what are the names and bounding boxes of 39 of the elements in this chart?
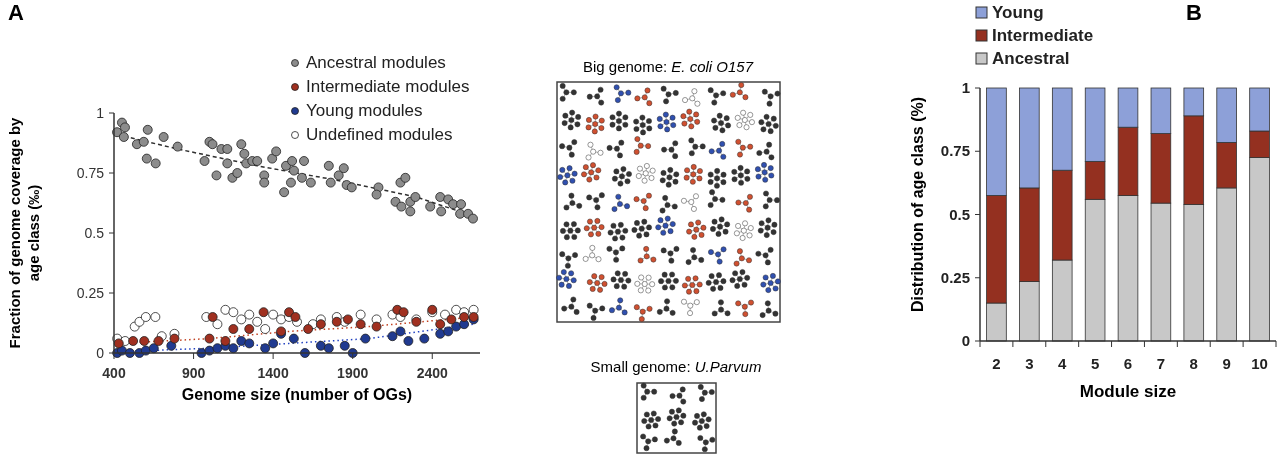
x-tick-label: 5 bbox=[1090, 355, 1100, 372]
y-axis-title: Fraction of genome coverage by age class (‰) bbox=[6, 116, 42, 349]
text: Small genome: U.Parvum bbox=[590, 358, 762, 375]
y-tick-label: 0.75 bbox=[76, 165, 105, 181]
y-tick-label: 0.75 bbox=[940, 142, 970, 160]
text: A bbox=[8, 0, 24, 25]
y-tick-label: 0.5 bbox=[949, 205, 970, 223]
x-tick-label: 1400 bbox=[257, 365, 289, 381]
y-tick-label: 0 bbox=[96, 345, 105, 361]
legend-label: Intermediate bbox=[992, 26, 1094, 45]
x-tick-label: 9 bbox=[1222, 355, 1231, 372]
legend-label: Intermediate modules bbox=[306, 77, 470, 96]
legend-label: Ancestral modules bbox=[306, 53, 446, 72]
x-tick-label: 2 bbox=[992, 355, 1001, 372]
legend-label: Young bbox=[992, 3, 1044, 22]
x-tick-label: 10 bbox=[1251, 355, 1268, 372]
x-tick-label: 2400 bbox=[416, 365, 449, 381]
x-tick-label: 6 bbox=[1123, 355, 1133, 372]
y-tick-label: 0.25 bbox=[940, 268, 970, 286]
y-tick-label: 1 bbox=[961, 79, 970, 96]
x-tick-label: 4 bbox=[1058, 355, 1068, 372]
y-axis-title: Distribution of age class (%) bbox=[909, 96, 926, 313]
y-tick-label: 0.5 bbox=[84, 225, 105, 241]
x-tick-label: 8 bbox=[1189, 355, 1198, 372]
x-axis-title: Module size bbox=[1079, 382, 1177, 401]
y-tick-label: 0.25 bbox=[76, 285, 105, 301]
text: Big genome: E. coli O157 bbox=[582, 58, 754, 75]
x-axis-title: Genome size (number of OGs) bbox=[181, 386, 413, 403]
x-tick-label: 1900 bbox=[337, 365, 369, 381]
x-tick-label: 400 bbox=[102, 365, 126, 381]
x-tick-label: 900 bbox=[181, 365, 206, 381]
x-tick-label: 7 bbox=[1156, 355, 1166, 372]
y-tick-label: 0 bbox=[961, 332, 970, 349]
y-tick-label: 1 bbox=[96, 105, 105, 121]
legend-label: Ancestral bbox=[992, 49, 1070, 68]
text: B bbox=[1186, 0, 1202, 25]
legend-label: Undefined modules bbox=[306, 125, 453, 144]
x-tick-label: 3 bbox=[1025, 355, 1034, 372]
legend-label: Young modules bbox=[306, 101, 423, 120]
